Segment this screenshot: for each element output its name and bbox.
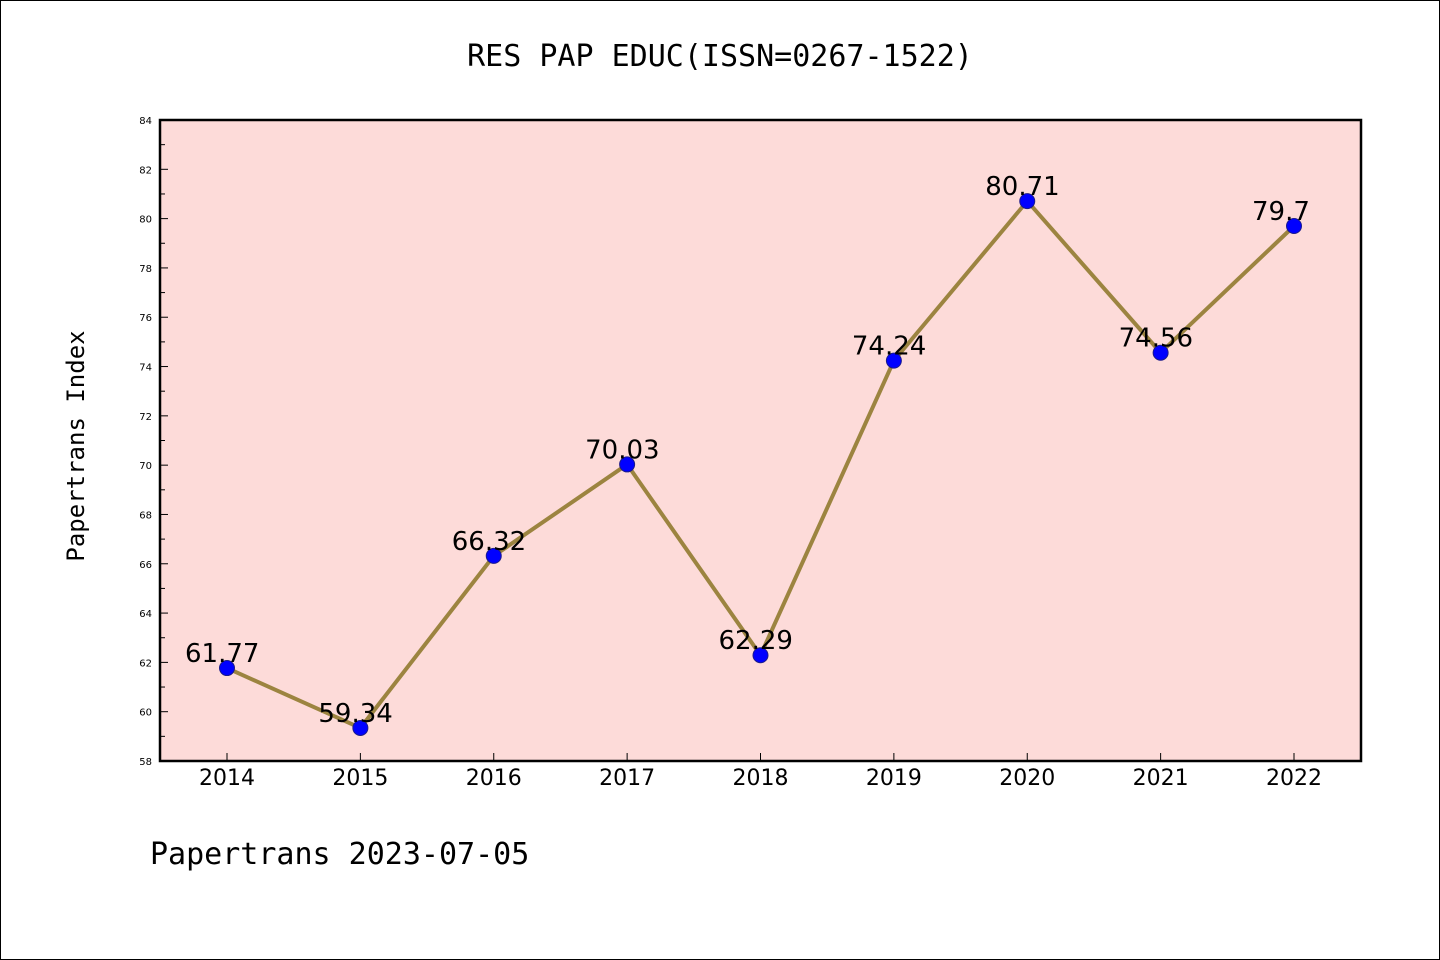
data-point-2017 [619, 456, 636, 473]
y-tick-label: 74 [139, 363, 152, 374]
y-tick-label: 76 [139, 313, 152, 324]
y-tick-label: 62 [139, 658, 152, 669]
data-label-2020: 80.71 [985, 172, 1059, 202]
x-tick-label: 2019 [866, 766, 922, 791]
data-point-2016 [485, 547, 502, 564]
x-tick-label: 2017 [599, 766, 655, 791]
y-tick-label: 64 [139, 609, 152, 620]
y-axis: 58 60 62 64 66 68 70 72 74 76 78 80 82 84 [139, 116, 168, 768]
x-axis: 2014 2015 2016 2017 2018 2019 2020 2021 2022 [199, 753, 1322, 791]
data-point-2022 [1286, 218, 1302, 235]
chart-title: RES PAP EDUC(ISSN=0267-1522) [467, 39, 973, 74]
x-tick-label: 2016 [466, 766, 522, 791]
x-tick-label: 2018 [733, 766, 789, 791]
plot-area [160, 120, 1361, 761]
x-tick-label: 2020 [999, 766, 1055, 791]
y-tick-label: 84 [139, 116, 152, 127]
y-tick-label: 78 [139, 264, 152, 275]
data-point-2019 [885, 352, 902, 369]
data-labels: 61.77 59.34 66.32 70.03 62.29 74.24 80.71 74.56… [185, 172, 1310, 729]
y-tick-label: 60 [139, 708, 152, 719]
y-tick-label: 82 [139, 165, 152, 176]
data-label-2015: 59.34 [318, 699, 392, 729]
data-point-2018 [752, 647, 769, 664]
x-tick-label: 2021 [1133, 766, 1189, 791]
y-tick-label: 68 [139, 510, 152, 521]
y-tick-label: 58 [139, 757, 152, 768]
data-point-2015 [352, 719, 369, 736]
data-label-2021: 74.56 [1119, 324, 1193, 354]
data-label-2018: 62.29 [719, 626, 793, 656]
plot-border [158, 118, 1363, 763]
y-tick-label: 72 [139, 412, 152, 423]
y-tick-label: 66 [139, 560, 152, 571]
data-label-2022: 79.7 [1252, 197, 1310, 227]
footer-text: Papertrans 2023-07-05 [150, 837, 529, 872]
y-tick-label: 70 [139, 461, 152, 472]
data-label-2014: 61.77 [185, 639, 259, 669]
data-point-2020 [1019, 193, 1036, 210]
y-axis-label: Papertrans Index [62, 330, 90, 561]
data-label-2019: 74.24 [852, 332, 926, 362]
data-point-2014 [219, 660, 235, 677]
x-tick-label: 2014 [199, 766, 255, 791]
y-tick-label: 80 [139, 215, 152, 226]
x-tick-label: 2015 [332, 766, 388, 791]
data-label-2016: 66.32 [452, 527, 526, 557]
data-label-2017: 70.03 [585, 435, 659, 465]
data-point-2021 [1152, 344, 1169, 361]
x-tick-label: 2022 [1266, 766, 1322, 791]
data-points [219, 193, 1302, 736]
